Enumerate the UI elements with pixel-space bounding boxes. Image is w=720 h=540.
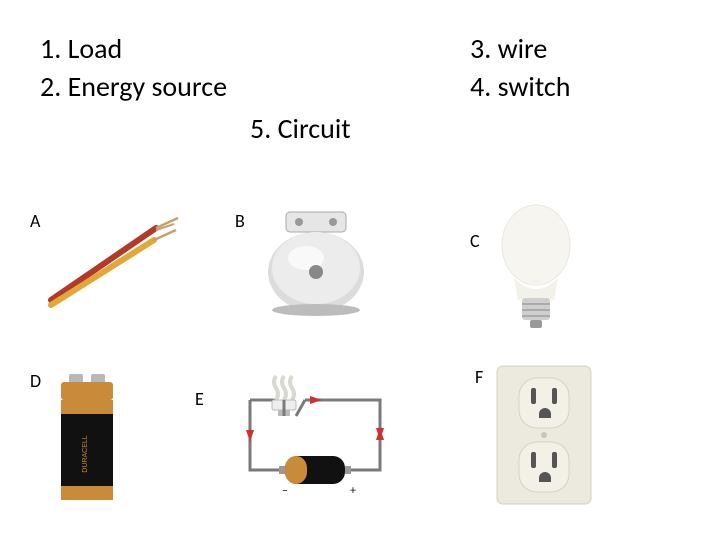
page: 1. Load 2. Energy source 3. wire 4. swit… — [0, 0, 720, 540]
item-a: A — [30, 210, 186, 310]
svg-text:–: – — [282, 484, 288, 498]
bulb-icon — [486, 200, 586, 340]
item-d: D DURACELL — [30, 370, 127, 520]
svg-text:+: + — [350, 484, 356, 498]
row-2: D DURACELL E — [0, 360, 720, 520]
term-2: 2. Energy source — [40, 68, 227, 106]
battery-icon: DURACELL — [47, 370, 127, 520]
row-1: A B — [0, 200, 720, 340]
label-a: A — [30, 210, 40, 232]
terms-right: 3. wire 4. switch — [470, 30, 570, 106]
item-c: C — [470, 200, 586, 340]
label-e: E — [195, 388, 204, 410]
term-1: 1. Load — [40, 30, 227, 68]
svg-text:DURACELL: DURACELL — [82, 435, 89, 472]
item-b: B — [235, 210, 381, 320]
term-5: 5. Circuit — [250, 110, 351, 148]
item-e: E — [195, 370, 420, 500]
item-f: F — [475, 360, 599, 510]
term-4: 4. switch — [470, 68, 570, 106]
wires-icon — [46, 210, 186, 310]
label-f: F — [475, 366, 483, 388]
terms-center: 5. Circuit — [250, 110, 351, 148]
circuit-icon: – + — [210, 370, 420, 500]
label-c: C — [470, 230, 480, 252]
outlet-icon — [489, 360, 599, 510]
bell-icon — [251, 210, 381, 320]
label-b: B — [235, 210, 245, 232]
label-d: D — [30, 370, 41, 392]
term-3: 3. wire — [470, 30, 570, 68]
terms-left: 1. Load 2. Energy source — [40, 30, 227, 106]
